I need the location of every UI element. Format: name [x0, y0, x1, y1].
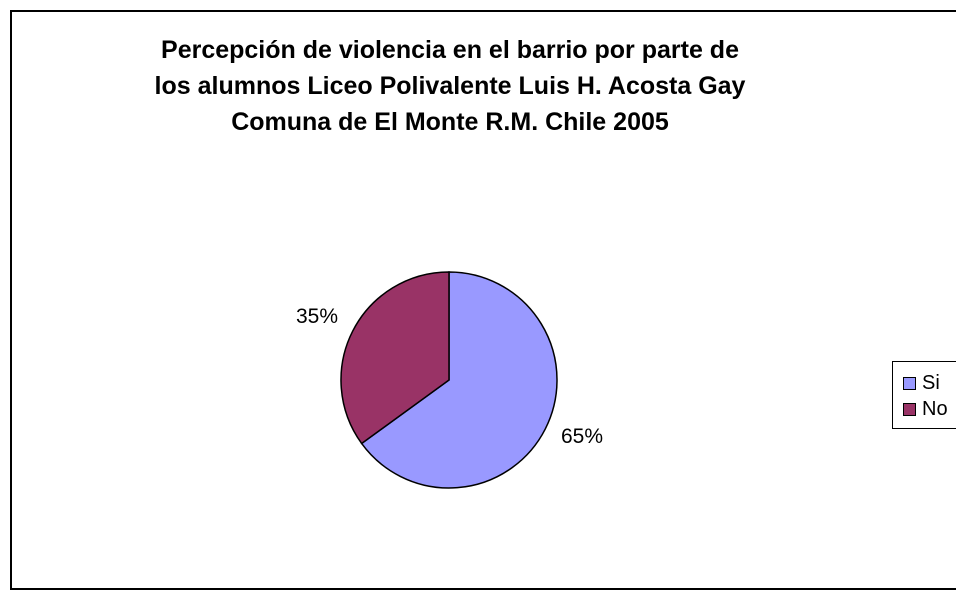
data-label-si: 65% — [561, 425, 603, 448]
legend-item-no: No — [903, 398, 948, 420]
chart-title-line-2: los alumnos Liceo Polivalente Luis H. Ac… — [154, 72, 746, 100]
chart-title-line-1: Percepción de violencia en el barrio por… — [161, 36, 739, 64]
chart-title-line-3: Comuna de El Monte R.M. Chile 2005 — [231, 108, 669, 136]
pie-slice-si — [360, 271, 558, 489]
legend-label-si: Si — [922, 371, 940, 394]
legend-swatch-si — [903, 376, 916, 390]
legend-item-si: Si — [903, 372, 940, 394]
pie-slice-no — [340, 271, 450, 445]
chart-title: Percepción de violencia en el barrio por… — [0, 32, 900, 140]
data-label-no: 35% — [296, 305, 338, 328]
legend-swatch-no — [903, 402, 916, 416]
legend-label-no: No — [922, 397, 948, 420]
legend: Si No — [892, 361, 956, 429]
